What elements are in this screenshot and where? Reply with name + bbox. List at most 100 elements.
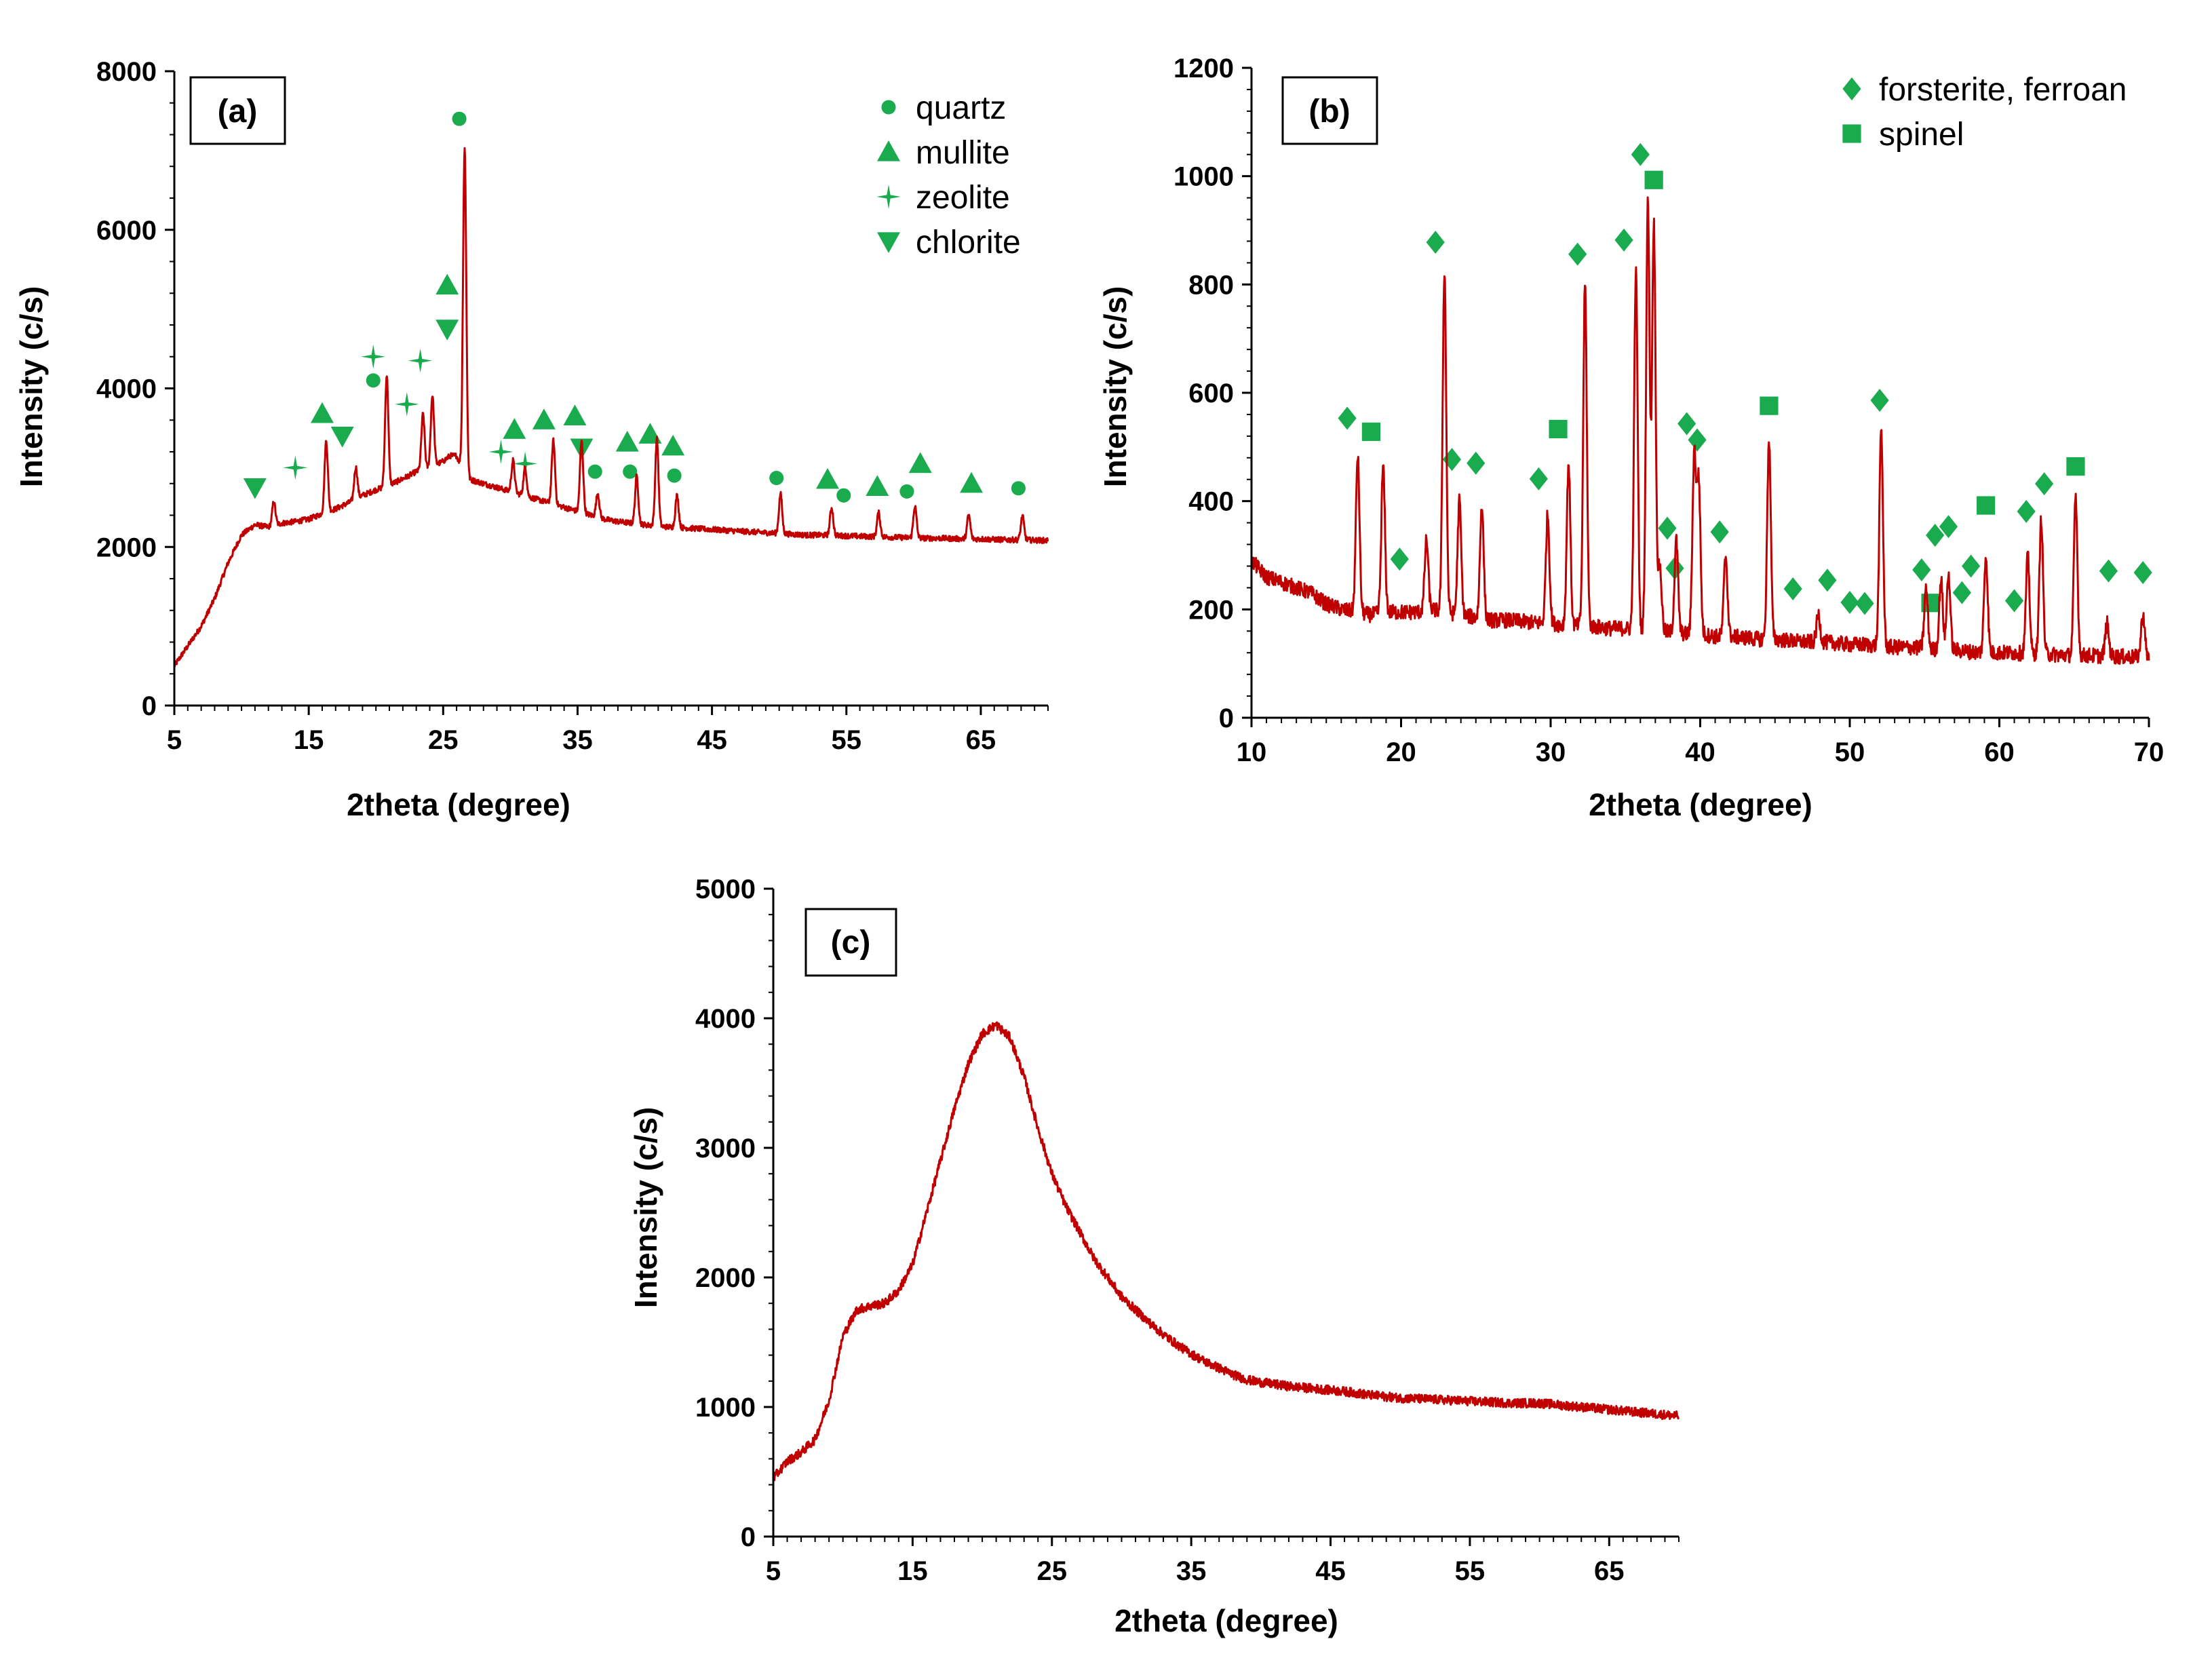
panel-b-series xyxy=(1250,196,2150,665)
panel-a-y-tick-label: 0 xyxy=(142,691,157,721)
panel-b-diamond-marker xyxy=(2133,561,2152,585)
panel-a-triangle-up-marker xyxy=(503,418,526,439)
panel-a-circle-marker xyxy=(587,464,602,479)
panel-a-star-marker xyxy=(361,344,386,369)
panel-a-triangle-up-marker xyxy=(435,273,459,295)
panel-b-diamond-marker xyxy=(1688,428,1707,452)
panel-a-star-marker xyxy=(283,455,308,480)
panel-c-y-tick-label: 2000 xyxy=(695,1263,756,1293)
panel-a-circle-marker xyxy=(836,488,851,503)
panel-b-diamond-marker xyxy=(1658,516,1677,540)
panel-b-diamond-marker xyxy=(1952,581,1971,604)
panel-b-diamond-marker xyxy=(2099,559,2118,583)
panel-a-star-marker xyxy=(513,451,538,476)
panel-c-y-tick-label: 1000 xyxy=(695,1393,756,1423)
panel-b-diamond-marker xyxy=(1614,228,1633,252)
panel-b-legend-square-icon xyxy=(1842,124,1861,143)
panel-b-x-tick-label: 10 xyxy=(1237,737,1267,767)
panel-c-label-box xyxy=(804,908,897,977)
panel-a-triangle-down-marker xyxy=(435,320,459,341)
panel-a-x-tick-label: 15 xyxy=(294,725,324,755)
panel-a-x-tick-label: 5 xyxy=(167,725,182,755)
panel-c-tick-labels: 0 1000 2000 3000 4000 5000 5 15 25 35 45 55 65 xyxy=(695,874,1625,1586)
panel-a-x-tick-label: 65 xyxy=(966,725,996,755)
panel-b-diamond-marker xyxy=(2035,472,2054,496)
panel-b-diamond-marker xyxy=(1855,592,1874,615)
panel-a-triangle-up-marker xyxy=(615,430,639,452)
panel-b-diamond-marker xyxy=(1338,406,1357,430)
panel-b-square-marker xyxy=(2066,457,2085,476)
panel-c-series-line xyxy=(772,1021,1680,1482)
panel-a-y-tick-label: 8000 xyxy=(96,57,157,87)
panel-c-y-tick-label: 3000 xyxy=(695,1134,756,1163)
panel-a-legend-triangle-down-icon xyxy=(877,232,900,253)
panel-a-legend-triangle-up-icon xyxy=(877,140,900,161)
panel-c-y-tick-label: 0 xyxy=(741,1522,756,1552)
panel-a-circle-marker xyxy=(1011,481,1026,496)
panel-b-diamond-marker xyxy=(1962,554,1981,578)
panel-a-x-tick-label: 55 xyxy=(832,725,862,755)
panel-b-y-tick-label: 400 xyxy=(1188,487,1234,517)
panel-c-x-tick-label: 65 xyxy=(1594,1556,1625,1586)
panel-a-y-tick-label: 2000 xyxy=(96,533,157,562)
panel-c-y-tick-label: 5000 xyxy=(695,874,756,904)
panel-a-circle-marker xyxy=(623,464,638,479)
panel-c-series xyxy=(772,1021,1680,1482)
panel-b-diamond-marker xyxy=(1529,467,1548,490)
panel-a-label: (a) xyxy=(218,94,258,130)
panel-a-triangle-down-marker xyxy=(243,478,267,499)
panel-b-diamond-marker xyxy=(1840,590,1859,614)
panel-c-x-tick-label: 5 xyxy=(766,1556,781,1586)
panel-b-diamond-marker xyxy=(1631,142,1650,166)
panel-b-y-tick-label: 600 xyxy=(1188,379,1234,408)
chart-panel-c: 0 1000 2000 3000 4000 5000 5 15 25 35 45 55 65 2thet… xyxy=(628,874,1680,1638)
panel-b-diamond-marker xyxy=(2017,499,2036,523)
panel-c-x-tick-label: 45 xyxy=(1315,1556,1346,1586)
panel-b-label: (b) xyxy=(1308,94,1350,130)
panel-b-legend-label: spinel xyxy=(1879,117,1964,153)
panel-b-diamond-marker xyxy=(1926,523,1945,547)
panel-a-triangle-up-marker xyxy=(563,404,587,426)
panel-a-tick-labels: 0 2000 4000 6000 8000 5 15 25 35 45 55 65 xyxy=(96,57,996,755)
panel-b-x-tick-label: 60 xyxy=(1984,737,2015,767)
panel-b-square-marker xyxy=(1760,396,1779,415)
panel-b-x-tick-label: 70 xyxy=(2134,737,2165,767)
panel-b-square-marker xyxy=(1977,496,1996,515)
panel-b-diamond-marker xyxy=(1939,515,1958,539)
panel-b-legend-label: forsterite, ferroan xyxy=(1879,72,2127,108)
panel-b-diamond-marker xyxy=(1568,242,1587,266)
panel-b-y-axis-title: Intensity (c/s) xyxy=(1098,286,1133,488)
panel-b-legend-diamond-icon xyxy=(1842,77,1861,100)
panel-a-legend-label: quartz xyxy=(916,90,1006,126)
panel-b-diamond-marker xyxy=(1818,568,1837,592)
panel-a-triangle-up-marker xyxy=(908,452,932,474)
panel-b-diamond-marker xyxy=(1912,558,1931,582)
panel-a-circle-marker xyxy=(769,471,784,486)
panel-c-x-axis-title: 2theta (degree) xyxy=(1114,1603,1338,1638)
panel-b-y-tick-label: 1200 xyxy=(1173,54,1234,83)
panel-c-x-tick-label: 15 xyxy=(897,1556,928,1586)
panel-b-x-tick-label: 20 xyxy=(1386,737,1416,767)
chart-panel-b: 0 200 400 600 800 1000 1200 10 20 30 40 50 60 70 2the… xyxy=(1098,54,2164,822)
panel-a-star-marker xyxy=(394,392,419,417)
panel-c-x-tick-label: 35 xyxy=(1176,1556,1207,1586)
panel-a-triangle-up-marker xyxy=(310,402,334,423)
panel-a-triangle-down-marker xyxy=(330,427,354,448)
panel-a-series-line xyxy=(173,147,1049,668)
panel-b-x-tick-label: 30 xyxy=(1536,737,1566,767)
panel-a-triangle-up-marker xyxy=(960,471,984,493)
panel-b-x-tick-label: 40 xyxy=(1685,737,1715,767)
panel-b-diamond-marker xyxy=(1426,231,1445,254)
panel-b-diamond-marker xyxy=(1467,451,1486,475)
panel-b-markers xyxy=(1338,142,2152,615)
panel-a-y-tick-label: 4000 xyxy=(96,374,157,404)
panel-b-y-tick-label: 0 xyxy=(1219,703,1234,733)
panel-a-legend-star-icon xyxy=(876,185,901,209)
panel-a-legend: quartz mullite zeolite chlorite xyxy=(876,90,1021,261)
panel-b-diamond-marker xyxy=(1677,412,1696,436)
panel-c-y-axis-title: Intensity (c/s) xyxy=(628,1107,663,1309)
panel-a-legend-circle-icon xyxy=(881,100,896,115)
panel-a-star-marker xyxy=(488,440,513,464)
panel-a-triangle-up-marker xyxy=(532,408,556,429)
